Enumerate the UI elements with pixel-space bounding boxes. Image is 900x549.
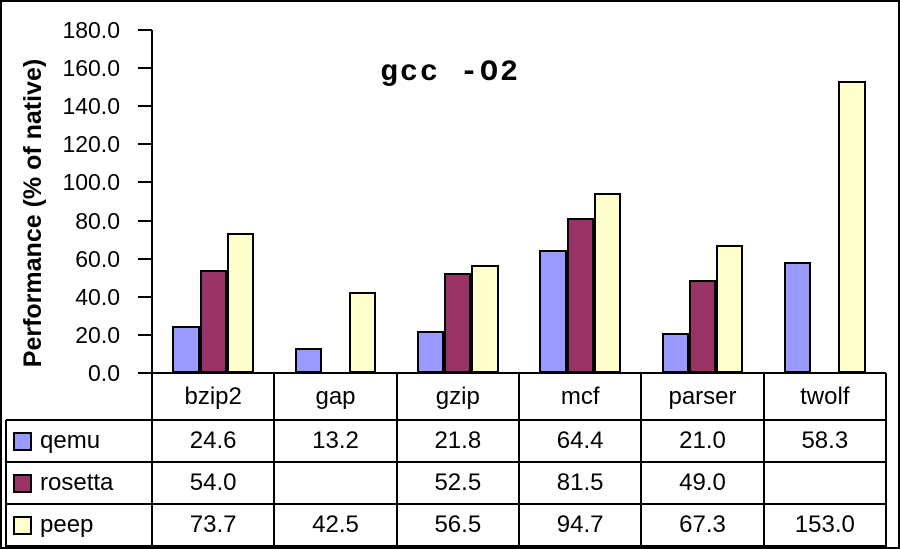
legend-key-rosetta	[13, 473, 32, 493]
value-cell: 94.7	[556, 511, 604, 538]
y-axis-label: Performance (% of native)	[19, 58, 47, 368]
y-tick-mark	[138, 143, 152, 146]
value-cell: 54.0	[189, 469, 237, 496]
legend-key-peep	[13, 515, 32, 535]
legend-key-qemu	[13, 431, 32, 451]
bar-peep-gzip	[471, 265, 499, 373]
value-cell: 21.0	[679, 427, 726, 454]
bar-peep-mcf	[593, 192, 621, 373]
y-tick-label: 80.0	[75, 207, 120, 234]
bar-qemu-mcf	[539, 250, 567, 373]
bar-qemu-gzip	[417, 331, 445, 373]
bar-rosetta-gzip	[444, 272, 472, 373]
value-cell: 153.0	[794, 511, 855, 538]
value-cell: 52.5	[434, 469, 482, 496]
y-tick-label: 20.0	[75, 321, 120, 348]
table-column-line	[518, 373, 520, 547]
value-cell: 73.7	[189, 511, 237, 538]
table-column-line	[762, 373, 765, 547]
y-tick-label: 40.0	[75, 283, 120, 310]
category-header-cell: gap	[315, 383, 356, 410]
value-cell: 56.5	[434, 511, 482, 538]
value-cell: 67.3	[679, 511, 726, 538]
series-name-label: qemu	[40, 427, 101, 454]
table-left-border	[5, 420, 7, 547]
bar-qemu-gap	[294, 347, 322, 373]
y-tick-label: 160.0	[62, 55, 120, 82]
category-header-cell: twolf	[800, 383, 850, 410]
y-tick-label: 100.0	[62, 169, 120, 196]
chart-title: gcc -O2	[379, 56, 521, 90]
series-name-label: rosetta	[40, 469, 114, 496]
table-column-line	[395, 373, 398, 547]
y-tick-mark	[138, 29, 152, 31]
y-tick-mark	[138, 333, 152, 336]
category-header-cell: mcf	[560, 383, 600, 410]
y-tick-mark	[138, 219, 152, 222]
table-row-line	[6, 545, 886, 547]
value-cell: 13.2	[312, 427, 359, 454]
bar-rosetta-mcf	[566, 217, 594, 373]
table-column-line	[273, 373, 276, 547]
series-name-label: peep	[40, 511, 94, 538]
y-tick-label: 60.0	[75, 245, 120, 272]
value-cell: 24.6	[189, 427, 237, 454]
y-tick-label: 120.0	[62, 131, 120, 158]
y-tick-mark	[138, 181, 152, 184]
y-tick-mark	[138, 67, 152, 70]
y-tick-mark	[138, 295, 152, 298]
value-cell: 21.8	[434, 427, 482, 454]
bar-rosetta-bzip2	[199, 270, 227, 373]
y-tick-mark	[138, 105, 152, 108]
bar-peep-twolf	[838, 81, 866, 373]
bar-peep-parser	[716, 244, 744, 373]
category-header-cell: gzip	[435, 383, 480, 410]
y-tick-label: 140.0	[62, 93, 120, 120]
value-cell: 64.4	[556, 427, 604, 454]
table-column-line	[885, 373, 887, 547]
y-axis-line	[151, 30, 153, 547]
bar-peep-gap	[349, 292, 377, 373]
bar-rosetta-parser	[688, 279, 717, 373]
y-tick-mark	[138, 257, 152, 260]
y-tick-label: 180.0	[62, 17, 120, 43]
table-row-line	[6, 503, 886, 505]
value-cell	[274, 462, 396, 504]
value-cell: 58.3	[801, 427, 849, 454]
table-column-line	[640, 373, 643, 547]
value-cell: 49.0	[679, 469, 726, 496]
bar-qemu-bzip2	[172, 326, 200, 373]
table-row-line	[6, 461, 886, 463]
value-cell	[764, 462, 886, 504]
bar-peep-bzip2	[226, 232, 254, 373]
y-tick-label: 0.0	[88, 360, 120, 386]
x-axis-line	[138, 372, 886, 374]
bar-qemu-parser	[661, 332, 689, 373]
value-cell: 81.5	[556, 469, 604, 496]
category-header-cell: bzip2	[184, 383, 242, 410]
value-cell: 42.5	[312, 511, 359, 538]
bar-qemu-twolf	[784, 261, 812, 373]
table-row-line	[6, 419, 886, 421]
category-header-cell: parser	[668, 383, 737, 410]
